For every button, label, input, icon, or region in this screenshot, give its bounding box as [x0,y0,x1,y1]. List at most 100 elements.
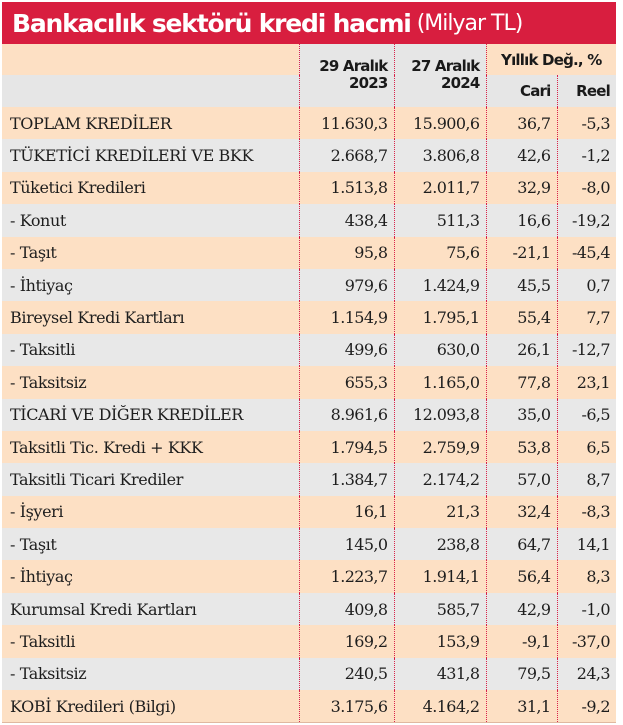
row-label: - İhtiyaç [2,268,299,302]
change-real: -8,3 [556,495,616,529]
table-row: Tüketici Kredileri 1.513,8 2.011,7 32,9 -8,0 [2,171,616,205]
value-2024: 2.759,9 [393,430,486,464]
change-nominal: 42,6 [485,139,557,172]
credit-volume-table: 29 Aralık 27 Aralık Yıllık Değ., % 2023 … [2,44,616,723]
change-real: 0,7 [556,268,616,302]
header-2023-line2: 2023 [298,75,394,107]
value-2024: 431,8 [393,657,486,691]
change-real: 8,3 [556,560,616,593]
header-2024-line2: 2024 [393,75,486,107]
table-row: - Taşıt 95,8 75,6 -21,1 -45,4 [2,236,616,269]
value-2024: 511,3 [393,204,486,237]
change-nominal: 77,8 [485,366,557,399]
value-2024: 3.806,8 [393,139,486,172]
change-nominal: 26,1 [485,333,557,367]
table-row: - İşyeri 16,1 21,3 32,4 -8,3 [2,495,616,529]
row-label: - İşyeri [2,495,299,529]
value-2024: 2.174,2 [393,463,486,496]
table-unit: (Milyar TL) [416,10,524,36]
change-nominal: 79,5 [485,657,557,691]
value-2023: 1.223,7 [298,560,394,593]
change-nominal: -9,1 [485,625,557,658]
table-row: Bireysel Kredi Kartları 1.154,9 1.795,1 55,… [2,301,616,334]
table-title-bar: Bankacılık sektörü kredi hacmi (Milyar T… [2,2,616,44]
value-2023: 438,4 [298,204,394,237]
table-row: Kurumsal Kredi Kartları 409,8 585,7 42,9 -1,… [2,592,616,626]
change-nominal: 16,6 [485,204,557,237]
value-2023: 409,8 [298,592,394,626]
table-row: - Taksitsiz 240,5 431,8 79,5 24,3 [2,657,616,691]
value-2024: 238,8 [393,528,486,561]
change-nominal: 45,5 [485,268,557,302]
value-2024: 15.900,6 [393,107,486,140]
change-real: 8,7 [556,463,616,496]
change-real: 7,7 [556,301,616,334]
table-row: - Taksitli 169,2 153,9 -9,1 -37,0 [2,625,616,658]
row-label: Taksitli Ticari Krediler [2,463,299,496]
change-real: -5,3 [556,107,616,140]
header-annual-change: Yıllık Değ., % [485,44,616,75]
value-2024: 12.093,8 [393,398,486,431]
header-label-blank [2,44,299,75]
value-2023: 1.154,9 [298,301,394,334]
change-real: -9,2 [556,690,616,723]
change-real: -1,0 [556,592,616,626]
value-2023: 3.175,6 [298,690,394,723]
row-label: Kurumsal Kredi Kartları [2,592,299,626]
table-row: TOPLAM KREDİLER 11.630,3 15.900,6 36,7 -5,3 [2,107,616,140]
change-real: 24,3 [556,657,616,691]
table-row: Taksitli Tic. Kredi + KKK 1.794,5 2.759,9 5… [2,430,616,464]
value-2023: 240,5 [298,657,394,691]
row-label: - Taşıt [2,236,299,269]
row-label: Bireysel Kredi Kartları [2,301,299,334]
change-nominal: 53,8 [485,430,557,464]
change-nominal: 57,0 [485,463,557,496]
value-2024: 2.011,7 [393,171,486,205]
row-label: KOBİ Kredileri (Bilgi) [2,690,299,723]
row-label: - Taksitsiz [2,366,299,399]
value-2024: 21,3 [393,495,486,529]
value-2024: 1.165,0 [393,366,486,399]
value-2023: 8.961,6 [298,398,394,431]
change-nominal: 35,0 [485,398,557,431]
value-2024: 1.914,1 [393,560,486,593]
value-2023: 2.668,7 [298,139,394,172]
header-real: Reel [556,75,616,107]
change-real: -12,7 [556,333,616,367]
row-label: TÜKETİCİ KREDİLERİ VE BKK [2,139,299,172]
header-2024-line1: 27 Aralık [393,44,486,75]
change-nominal: 55,4 [485,301,557,334]
table-row: KOBİ Kredileri (Bilgi) 3.175,6 4.164,2 31,1… [2,690,616,723]
value-2023: 979,6 [298,268,394,302]
row-label: - Taksitsiz [2,657,299,691]
table-row: - Taksitsiz 655,3 1.165,0 77,8 23,1 [2,366,616,399]
table-row: - Konut 438,4 511,3 16,6 -19,2 [2,204,616,237]
change-real: 14,1 [556,528,616,561]
value-2023: 16,1 [298,495,394,529]
change-real: -19,2 [556,204,616,237]
change-nominal: 31,1 [485,690,557,723]
change-real: -37,0 [556,625,616,658]
row-label: - Taşıt [2,528,299,561]
value-2023: 11.630,3 [298,107,394,140]
row-label: TOPLAM KREDİLER [2,107,299,140]
change-nominal: -21,1 [485,236,557,269]
change-nominal: 36,7 [485,107,557,140]
change-real: -1,2 [556,139,616,172]
value-2024: 1.424,9 [393,268,486,302]
value-2024: 1.795,1 [393,301,486,334]
value-2024: 585,7 [393,592,486,626]
change-nominal: 42,9 [485,592,557,626]
value-2024: 4.164,2 [393,690,486,723]
table-row: - Taşıt 145,0 238,8 64,7 14,1 [2,528,616,561]
value-2023: 169,2 [298,625,394,658]
header-nominal: Cari [485,75,557,107]
row-label: Taksitli Tic. Kredi + KKK [2,430,299,464]
change-real: -45,4 [556,236,616,269]
header-label-blank-2 [2,75,299,107]
row-label: Tüketici Kredileri [2,171,299,205]
row-label: - Konut [2,204,299,237]
header-2023-line1: 29 Aralık [298,44,394,75]
table-row: - Taksitli 499,6 630,0 26,1 -12,7 [2,333,616,367]
table-row: TİCARİ VE DİĞER KREDİLER 8.961,6 12.093,8 3… [2,398,616,431]
